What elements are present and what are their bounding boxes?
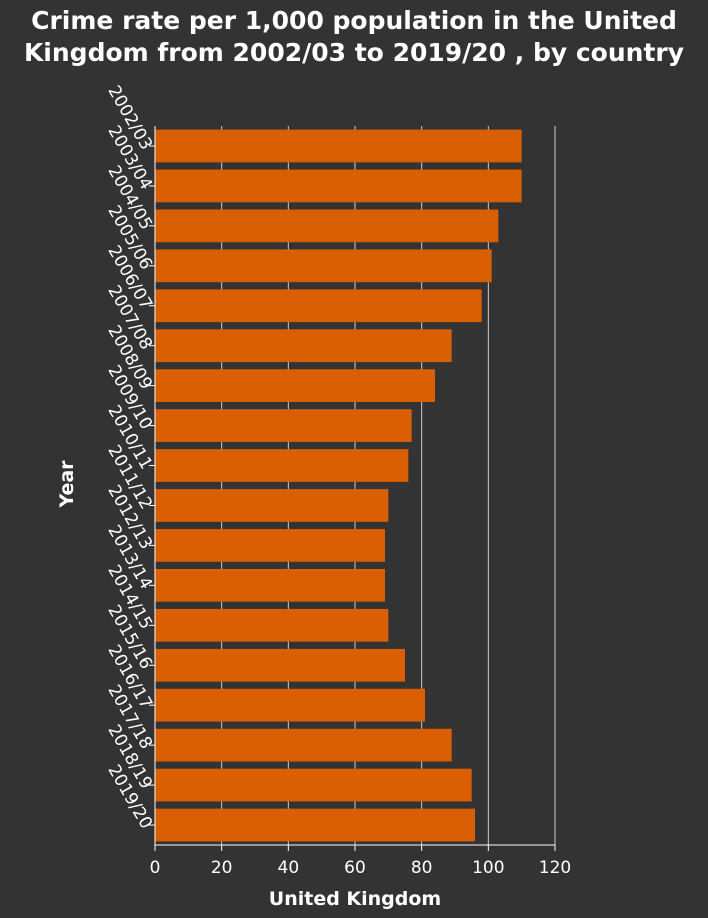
bar-2004/05 bbox=[155, 209, 499, 243]
x-axis-label: United Kingdom bbox=[269, 888, 441, 910]
x-tick-label-80: 80 bbox=[411, 858, 433, 878]
bar-2007/08 bbox=[155, 329, 452, 363]
bar-2013/14 bbox=[155, 568, 385, 602]
x-tick-label-0: 0 bbox=[150, 858, 161, 878]
x-tick-label-40: 40 bbox=[278, 858, 300, 878]
chart-title-line-2: Kingdom from 2002/03 to 2019/20 , by cou… bbox=[23, 38, 685, 67]
bar-2003/04 bbox=[155, 169, 522, 203]
bar-2019/20 bbox=[155, 808, 475, 842]
bar-2009/10 bbox=[155, 409, 412, 442]
bar-2014/15 bbox=[155, 608, 389, 642]
bar-2012/13 bbox=[155, 529, 385, 562]
y-axis-label: Year bbox=[56, 460, 78, 509]
bar-2017/18 bbox=[155, 728, 452, 762]
bar-2002/03 bbox=[155, 129, 522, 163]
bar-2016/17 bbox=[155, 688, 425, 722]
axes bbox=[149, 126, 556, 851]
bar-2006/07 bbox=[155, 289, 482, 323]
bar-2005/06 bbox=[155, 249, 492, 283]
bars bbox=[155, 129, 522, 842]
bar-2018/19 bbox=[155, 768, 472, 802]
grid-lines bbox=[221, 126, 556, 845]
bar-2011/12 bbox=[155, 489, 389, 522]
x-tick-label-120: 120 bbox=[539, 858, 571, 878]
bar-2010/11 bbox=[155, 449, 409, 482]
bar-2015/16 bbox=[155, 648, 405, 682]
x-tick-label-20: 20 bbox=[211, 858, 233, 878]
x-tick-label-60: 60 bbox=[344, 858, 366, 878]
chart-title-line-1: Crime rate per 1,000 population in the U… bbox=[31, 6, 677, 35]
x-tick-label-100: 100 bbox=[472, 858, 504, 878]
bar-2008/09 bbox=[155, 369, 435, 403]
